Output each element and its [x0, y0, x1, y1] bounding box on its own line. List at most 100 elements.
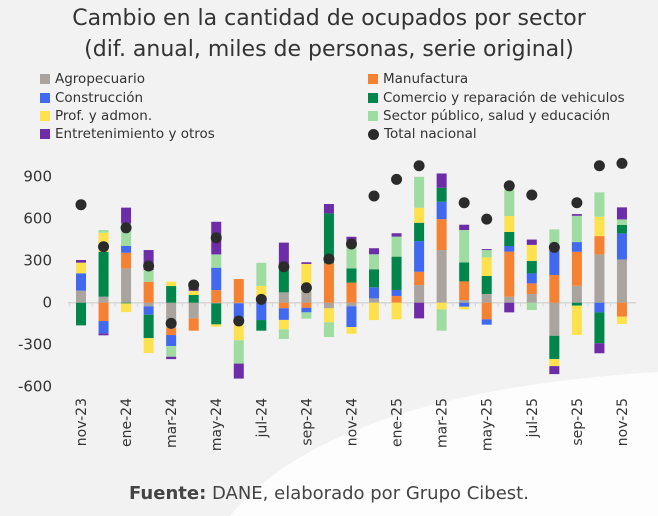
bar-segment	[459, 306, 470, 310]
bar-segment	[481, 319, 492, 325]
bar-segment	[256, 262, 267, 286]
legend-swatch	[40, 74, 50, 84]
bar-segment	[436, 187, 447, 202]
bar-segment	[76, 262, 86, 274]
bar-segment	[526, 260, 537, 274]
y-tick-label: -300	[18, 336, 52, 354]
bar-segment	[549, 229, 560, 250]
bar-segment	[594, 312, 605, 344]
bar-segment	[369, 269, 380, 288]
legend-item: Prof. y admon.	[40, 108, 152, 124]
bar-segment	[143, 338, 154, 354]
bar-segment	[301, 307, 312, 313]
legend-label: Construcción	[55, 90, 144, 106]
bar-segment	[504, 189, 515, 217]
bar-segment	[143, 306, 154, 315]
source-note: Fuente: DANE, elaborado por Grupo Cibest…	[0, 483, 658, 504]
bar-segment	[504, 246, 515, 252]
bar-segment	[323, 213, 334, 264]
chart-subtitle: (dif. anual, miles de personas, serie or…	[84, 37, 574, 62]
bar-segment	[571, 214, 582, 216]
legend-item: Entretenimiento y otros	[40, 126, 215, 142]
legend-swatch	[368, 74, 378, 84]
bar-segment	[369, 254, 380, 270]
legend-swatch	[40, 93, 50, 103]
legend-swatch	[368, 111, 378, 121]
x-tick-label: ene-25	[390, 398, 406, 447]
bar-segment	[436, 219, 447, 251]
bar-segment	[571, 215, 582, 243]
bar-segment	[481, 250, 492, 258]
bar-segment	[526, 294, 537, 303]
bar-segment	[143, 281, 154, 303]
bar-segment	[121, 223, 132, 246]
bar-segment	[278, 319, 289, 330]
bar-segment	[504, 302, 515, 313]
bar-segment	[346, 302, 357, 307]
bar-segment	[369, 248, 380, 255]
y-tick-label: -600	[18, 378, 52, 396]
bar-segment	[616, 225, 627, 234]
bar-segment	[549, 335, 560, 360]
source-label: Fuente:	[129, 483, 207, 504]
bar-segment	[391, 233, 402, 237]
total-dot	[75, 199, 87, 211]
legend-swatch	[40, 111, 50, 121]
bar-segment	[166, 281, 177, 287]
bar-segment	[166, 335, 177, 347]
bar-segment	[391, 289, 402, 296]
total-dot	[210, 232, 222, 244]
total-dot	[143, 260, 155, 272]
bar-segment	[616, 219, 627, 225]
bar-segment	[121, 268, 132, 303]
bar-segment	[76, 273, 86, 291]
legend-item: Manufactura	[368, 71, 468, 87]
bar-segment	[98, 321, 109, 334]
bar-segment	[166, 328, 177, 336]
x-tick-label: jul-24	[254, 398, 270, 439]
bar-segment	[481, 302, 492, 320]
bar-segment	[98, 230, 109, 233]
bar-segment	[98, 296, 109, 303]
bar-segment	[616, 207, 627, 220]
x-tick-label: jul-25	[525, 398, 541, 439]
bar-segment	[166, 302, 177, 329]
x-tick-label: nov-25	[615, 398, 631, 446]
bar-segment	[414, 241, 425, 272]
bar-segment	[143, 250, 154, 271]
x-tick-label: ene-24	[119, 398, 135, 447]
bar-segment	[459, 230, 470, 263]
total-dot	[526, 189, 538, 201]
total-dot	[233, 315, 245, 327]
bar-segment	[436, 250, 447, 303]
bar-segment	[211, 254, 222, 268]
legend-label: Manufactura	[383, 71, 469, 87]
x-tick-label: nov-23	[74, 398, 90, 446]
bar-segment	[323, 308, 334, 323]
bar-segment	[76, 260, 86, 263]
bar-segment	[436, 302, 447, 310]
bar-segment	[549, 359, 560, 367]
bar-segment	[459, 300, 470, 303]
bar-segment	[616, 259, 627, 303]
bar-segment	[594, 343, 605, 354]
bar-segment	[233, 302, 244, 304]
bar-segment	[121, 246, 132, 253]
bar-segment	[166, 346, 177, 357]
source-text: DANE, elaborado por Grupo Cibest.	[206, 483, 529, 504]
bar-segment	[76, 302, 86, 326]
bar-segment	[481, 257, 492, 276]
bar-segment	[369, 287, 380, 299]
bar-segment	[504, 251, 515, 297]
y-tick-label: 600	[23, 210, 52, 228]
bar-segment	[526, 283, 537, 295]
total-dot	[593, 160, 605, 172]
x-tick-label: sep-24	[299, 398, 315, 446]
bar-segment	[571, 285, 582, 303]
bar-segment	[211, 290, 222, 303]
bar-segment	[414, 271, 425, 286]
bar-segment	[278, 308, 289, 320]
bar-segment	[414, 176, 425, 208]
x-tick-label: sep-25	[570, 398, 586, 446]
bar-segment	[143, 314, 154, 339]
